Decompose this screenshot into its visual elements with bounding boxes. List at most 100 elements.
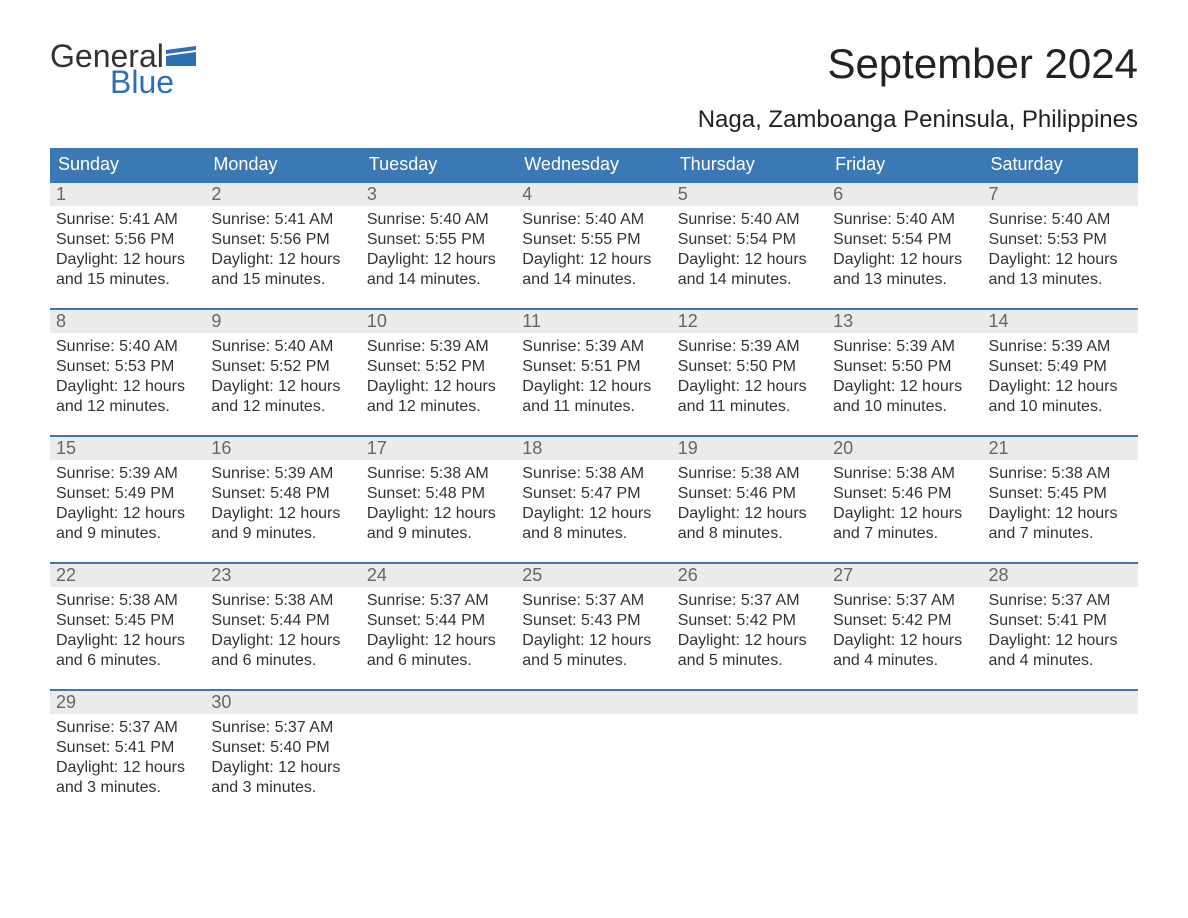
day-number: 30 xyxy=(205,691,360,714)
day-sunrise-text: Sunrise: 5:37 AM xyxy=(833,591,976,611)
day-day2-text: and 6 minutes. xyxy=(367,651,510,671)
day-day1-text: Daylight: 12 hours xyxy=(367,504,510,524)
day-body: Sunrise: 5:40 AMSunset: 5:53 PMDaylight:… xyxy=(50,333,205,421)
day-cell: 17Sunrise: 5:38 AMSunset: 5:48 PMDayligh… xyxy=(361,437,516,548)
day-body: Sunrise: 5:37 AMSunset: 5:40 PMDaylight:… xyxy=(205,714,360,802)
day-body: Sunrise: 5:39 AMSunset: 5:52 PMDaylight:… xyxy=(361,333,516,421)
day-cell xyxy=(516,691,671,802)
day-number: 10 xyxy=(361,310,516,333)
day-sunrise-text: Sunrise: 5:37 AM xyxy=(367,591,510,611)
day-body: Sunrise: 5:39 AMSunset: 5:50 PMDaylight:… xyxy=(827,333,982,421)
day-sunrise-text: Sunrise: 5:39 AM xyxy=(211,464,354,484)
day-header-row: SundayMondayTuesdayWednesdayThursdayFrid… xyxy=(50,148,1138,181)
day-number: 16 xyxy=(205,437,360,460)
day-body: Sunrise: 5:37 AMSunset: 5:44 PMDaylight:… xyxy=(361,587,516,675)
day-cell: 13Sunrise: 5:39 AMSunset: 5:50 PMDayligh… xyxy=(827,310,982,421)
logo-word-blue: Blue xyxy=(110,66,174,98)
day-number: 23 xyxy=(205,564,360,587)
day-day1-text: Daylight: 12 hours xyxy=(522,504,665,524)
day-cell: 29Sunrise: 5:37 AMSunset: 5:41 PMDayligh… xyxy=(50,691,205,802)
day-day1-text: Daylight: 12 hours xyxy=(367,377,510,397)
day-number: 13 xyxy=(827,310,982,333)
day-number: 18 xyxy=(516,437,671,460)
day-number: 5 xyxy=(672,183,827,206)
day-sunset-text: Sunset: 5:54 PM xyxy=(833,230,976,250)
day-day1-text: Daylight: 12 hours xyxy=(678,631,821,651)
day-sunrise-text: Sunrise: 5:40 AM xyxy=(367,210,510,230)
day-body: Sunrise: 5:37 AMSunset: 5:42 PMDaylight:… xyxy=(672,587,827,675)
day-day2-text: and 5 minutes. xyxy=(678,651,821,671)
day-sunset-text: Sunset: 5:55 PM xyxy=(367,230,510,250)
week-row: 8Sunrise: 5:40 AMSunset: 5:53 PMDaylight… xyxy=(50,308,1138,421)
day-day1-text: Daylight: 12 hours xyxy=(678,250,821,270)
day-number: 4 xyxy=(516,183,671,206)
day-cell: 27Sunrise: 5:37 AMSunset: 5:42 PMDayligh… xyxy=(827,564,982,675)
day-cell: 22Sunrise: 5:38 AMSunset: 5:45 PMDayligh… xyxy=(50,564,205,675)
day-number: 28 xyxy=(983,564,1138,587)
calendar: SundayMondayTuesdayWednesdayThursdayFrid… xyxy=(50,148,1138,802)
day-day2-text: and 3 minutes. xyxy=(211,778,354,798)
day-day2-text: and 4 minutes. xyxy=(833,651,976,671)
week-row: 1Sunrise: 5:41 AMSunset: 5:56 PMDaylight… xyxy=(50,181,1138,294)
day-number: 26 xyxy=(672,564,827,587)
day-sunrise-text: Sunrise: 5:38 AM xyxy=(211,591,354,611)
header: General Blue September 2024 xyxy=(50,40,1138,98)
logo: General Blue xyxy=(50,40,196,98)
day-number: 6 xyxy=(827,183,982,206)
day-sunrise-text: Sunrise: 5:38 AM xyxy=(56,591,199,611)
day-day2-text: and 12 minutes. xyxy=(56,397,199,417)
day-header-cell: Sunday xyxy=(50,148,205,181)
day-number: 15 xyxy=(50,437,205,460)
day-sunrise-text: Sunrise: 5:37 AM xyxy=(56,718,199,738)
day-day1-text: Daylight: 12 hours xyxy=(989,631,1132,651)
day-sunrise-text: Sunrise: 5:41 AM xyxy=(56,210,199,230)
day-sunset-text: Sunset: 5:46 PM xyxy=(678,484,821,504)
day-sunrise-text: Sunrise: 5:37 AM xyxy=(211,718,354,738)
day-day1-text: Daylight: 12 hours xyxy=(833,377,976,397)
day-cell: 2Sunrise: 5:41 AMSunset: 5:56 PMDaylight… xyxy=(205,183,360,294)
day-day2-text: and 11 minutes. xyxy=(522,397,665,417)
day-cell: 7Sunrise: 5:40 AMSunset: 5:53 PMDaylight… xyxy=(983,183,1138,294)
day-sunset-text: Sunset: 5:41 PM xyxy=(989,611,1132,631)
day-cell xyxy=(983,691,1138,802)
day-sunset-text: Sunset: 5:45 PM xyxy=(56,611,199,631)
day-sunrise-text: Sunrise: 5:37 AM xyxy=(522,591,665,611)
day-header-cell: Tuesday xyxy=(361,148,516,181)
day-sunset-text: Sunset: 5:49 PM xyxy=(56,484,199,504)
day-day2-text: and 11 minutes. xyxy=(678,397,821,417)
day-day2-text: and 8 minutes. xyxy=(678,524,821,544)
day-sunrise-text: Sunrise: 5:38 AM xyxy=(522,464,665,484)
day-sunset-text: Sunset: 5:51 PM xyxy=(522,357,665,377)
day-body: Sunrise: 5:40 AMSunset: 5:55 PMDaylight:… xyxy=(516,206,671,294)
day-sunrise-text: Sunrise: 5:38 AM xyxy=(678,464,821,484)
day-sunset-text: Sunset: 5:49 PM xyxy=(989,357,1132,377)
day-header-cell: Saturday xyxy=(983,148,1138,181)
day-sunset-text: Sunset: 5:56 PM xyxy=(211,230,354,250)
day-number: 12 xyxy=(672,310,827,333)
day-day1-text: Daylight: 12 hours xyxy=(367,631,510,651)
day-cell: 24Sunrise: 5:37 AMSunset: 5:44 PMDayligh… xyxy=(361,564,516,675)
day-day2-text: and 13 minutes. xyxy=(989,270,1132,290)
day-day1-text: Daylight: 12 hours xyxy=(211,504,354,524)
day-day1-text: Daylight: 12 hours xyxy=(56,504,199,524)
day-sunrise-text: Sunrise: 5:39 AM xyxy=(367,337,510,357)
day-sunrise-text: Sunrise: 5:40 AM xyxy=(833,210,976,230)
day-cell: 21Sunrise: 5:38 AMSunset: 5:45 PMDayligh… xyxy=(983,437,1138,548)
day-sunset-text: Sunset: 5:56 PM xyxy=(56,230,199,250)
day-sunrise-text: Sunrise: 5:39 AM xyxy=(833,337,976,357)
day-number xyxy=(672,691,827,714)
day-sunrise-text: Sunrise: 5:38 AM xyxy=(989,464,1132,484)
day-sunrise-text: Sunrise: 5:39 AM xyxy=(678,337,821,357)
day-sunset-text: Sunset: 5:42 PM xyxy=(833,611,976,631)
page-title: September 2024 xyxy=(827,40,1138,88)
day-body: Sunrise: 5:37 AMSunset: 5:41 PMDaylight:… xyxy=(50,714,205,802)
day-day1-text: Daylight: 12 hours xyxy=(56,758,199,778)
day-day1-text: Daylight: 12 hours xyxy=(678,377,821,397)
day-cell xyxy=(827,691,982,802)
day-number: 19 xyxy=(672,437,827,460)
day-body: Sunrise: 5:41 AMSunset: 5:56 PMDaylight:… xyxy=(50,206,205,294)
day-day2-text: and 6 minutes. xyxy=(211,651,354,671)
day-body: Sunrise: 5:38 AMSunset: 5:47 PMDaylight:… xyxy=(516,460,671,548)
day-sunset-text: Sunset: 5:41 PM xyxy=(56,738,199,758)
day-day2-text: and 8 minutes. xyxy=(522,524,665,544)
